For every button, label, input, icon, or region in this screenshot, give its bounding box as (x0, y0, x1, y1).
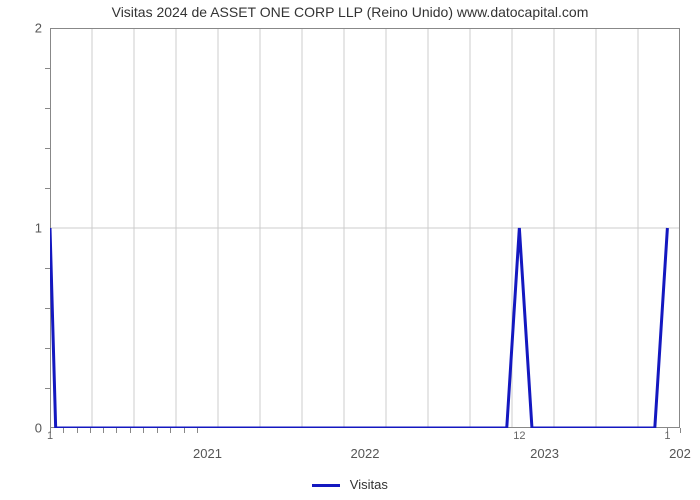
x-year-label: 2022 (351, 446, 380, 461)
x-minor-tick (63, 428, 64, 433)
legend-label: Visitas (350, 477, 388, 492)
x-minor-tick (680, 428, 681, 433)
x-minor-tick (130, 428, 131, 433)
chart-svg (50, 28, 680, 428)
y-minor-tick (45, 308, 50, 309)
y-tick-label: 1 (35, 221, 42, 236)
x-month-label: 1 (664, 430, 670, 442)
legend-swatch (312, 484, 340, 487)
x-minor-tick (157, 428, 158, 433)
x-minor-tick (90, 428, 91, 433)
x-month-label: 1 (47, 430, 53, 442)
x-minor-tick (170, 428, 171, 433)
x-minor-tick (77, 428, 78, 433)
y-minor-tick (45, 148, 50, 149)
chart-container: Visitas 2024 de ASSET ONE CORP LLP (Rein… (0, 0, 700, 500)
x-minor-tick (143, 428, 144, 433)
y-tick-label: 0 (35, 421, 42, 436)
x-year-label: 202 (669, 446, 691, 461)
y-minor-tick (45, 188, 50, 189)
y-minor-tick (45, 348, 50, 349)
x-year-label: 2023 (530, 446, 559, 461)
x-minor-tick (116, 428, 117, 433)
chart-title: Visitas 2024 de ASSET ONE CORP LLP (Rein… (0, 4, 700, 20)
y-minor-tick (45, 108, 50, 109)
legend: Visitas (0, 477, 700, 492)
y-minor-tick (45, 388, 50, 389)
x-minor-tick (197, 428, 198, 433)
x-minor-tick (103, 428, 104, 433)
x-month-label: 12 (513, 430, 525, 442)
plot-area: 0121121202120222023202 (50, 28, 680, 428)
x-minor-tick (184, 428, 185, 433)
y-tick-label: 2 (35, 21, 42, 36)
x-year-label: 2021 (193, 446, 222, 461)
y-minor-tick (45, 68, 50, 69)
y-minor-tick (45, 268, 50, 269)
